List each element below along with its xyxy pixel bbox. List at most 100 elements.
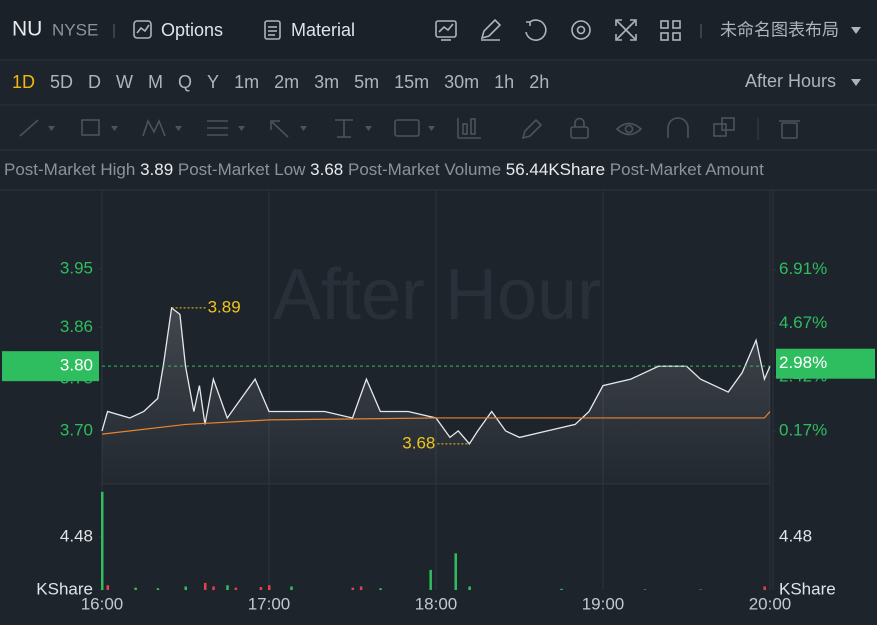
drawing-tools (19, 117, 800, 140)
delete-tool[interactable] (779, 120, 800, 139)
volume-tick-label: 4.48 (60, 526, 93, 545)
rect-tool[interactable] (81, 119, 118, 136)
indicator-icon[interactable] (435, 20, 457, 41)
visibility-tool[interactable] (615, 122, 643, 136)
settings-icon[interactable] (571, 20, 591, 40)
volume-bar (234, 587, 238, 590)
y2-tick-label: 0.17% (779, 420, 827, 439)
last-price-box (2, 351, 99, 382)
x-tick-label: 17:00 (248, 594, 291, 613)
chart-area: After Hour 16:00 17:00 18:00 19:00 20:00 3.95 3… (2, 190, 875, 613)
watermark: After Hour (273, 255, 601, 335)
options-button[interactable]: Options (161, 20, 223, 40)
volume-bar (359, 586, 363, 590)
volume-bar (203, 582, 207, 590)
last-change-box (776, 348, 875, 379)
clone-tool[interactable] (713, 117, 735, 137)
text-tool[interactable] (394, 119, 435, 137)
average-line (101, 411, 771, 435)
draw-icon[interactable] (480, 18, 502, 41)
x-tick-label: 18:00 (415, 594, 458, 613)
exchange: NYSE (52, 20, 98, 39)
stat-label: Post-Market Volume (348, 160, 501, 179)
interval-bar: 1D 5D D W M Q Y 1m 2m 3m 5m 15m 30m 1h 2h (12, 72, 549, 92)
position-tool[interactable] (457, 118, 481, 139)
price-area (102, 307, 770, 484)
last-change-label: 2.98% (779, 353, 827, 372)
layout-name[interactable]: 未命名图表布局 (720, 20, 839, 39)
session-selector[interactable]: After Hours (745, 71, 836, 91)
pen-tool[interactable] (521, 118, 543, 140)
stat-label: Post-Market Low (178, 160, 306, 179)
volume-bar (226, 585, 229, 590)
fullscreen-icon[interactable] (615, 19, 637, 41)
reset-icon[interactable] (525, 19, 547, 41)
low-label: 3.68 (402, 433, 435, 452)
interval-option[interactable]: 30m (444, 72, 479, 92)
last-price-label: 3.80 (60, 356, 93, 375)
interval-option[interactable]: 5D (50, 72, 73, 92)
interval-option[interactable]: D (88, 72, 101, 92)
volume-bar (106, 585, 110, 590)
x-tick-label: 16:00 (81, 594, 124, 613)
interval-option[interactable]: Q (178, 72, 192, 92)
volume-bar (156, 588, 160, 590)
symbol[interactable]: NU (12, 18, 42, 41)
trendline-tool[interactable] (19, 119, 55, 137)
price-line (101, 306, 771, 445)
material-icon[interactable] (264, 20, 281, 40)
lock-tool[interactable] (570, 117, 589, 139)
stat-label: Post-Market Amount (610, 160, 764, 179)
volume-bar (134, 587, 137, 590)
interval-option[interactable]: 1m (234, 72, 259, 92)
magnet-tool[interactable] (667, 117, 689, 138)
volume-bar (212, 586, 215, 590)
options-icon[interactable] (133, 20, 152, 39)
volume-bar (454, 553, 457, 590)
volume-bar (643, 589, 647, 590)
layout-icon[interactable] (660, 20, 681, 41)
interval-option[interactable]: M (148, 72, 163, 92)
material-button[interactable]: Material (291, 20, 355, 40)
pattern-tool[interactable] (142, 118, 182, 137)
y-tick-label: 3.70 (60, 420, 93, 439)
interval-option[interactable]: 3m (314, 72, 339, 92)
stat-value: 3.89 (140, 160, 173, 179)
dropdown-arrow[interactable] (851, 79, 861, 86)
volume-bar (351, 587, 354, 590)
y2-tick-label: 4.67% (779, 313, 827, 332)
interval-option[interactable]: 5m (354, 72, 379, 92)
interval-option[interactable]: 2h (529, 72, 549, 92)
y-tick-label: 3.95 (60, 259, 93, 278)
interval-option[interactable]: 2m (274, 72, 299, 92)
x-tick-label: 19:00 (582, 594, 625, 613)
post-market-stats: Post-Market High 3.89 Post-Market Low 3.… (4, 160, 764, 179)
interval-option[interactable]: W (116, 72, 133, 92)
volume-tick-label: KShare (36, 579, 93, 598)
volume-bar (259, 587, 263, 590)
y-tick-label: 3.86 (60, 317, 93, 336)
interval-option[interactable]: Y (207, 72, 219, 92)
interval-option[interactable]: 15m (394, 72, 429, 92)
volume-bar (379, 588, 382, 590)
stat-value: 56.44KShare (506, 160, 605, 179)
fib-tool[interactable] (207, 120, 245, 136)
stat-value: 3.68 (310, 160, 343, 179)
volume-bar (184, 586, 187, 590)
volume-bar (699, 589, 702, 590)
volume-bar (290, 586, 293, 590)
stat-label: Post-Market High (4, 160, 135, 179)
interval-option[interactable]: 1D (12, 72, 35, 92)
arrow-tool[interactable] (270, 120, 307, 138)
volume-bar (268, 585, 271, 590)
volume-bar (468, 586, 471, 590)
volume-bar (101, 491, 104, 590)
x-tick-label: 20:00 (749, 594, 792, 613)
dropdown-arrow[interactable] (851, 27, 861, 34)
volume-bar (560, 588, 563, 590)
high-label: 3.89 (208, 297, 241, 316)
interval-option[interactable]: 1h (494, 72, 514, 92)
measure-tool[interactable] (335, 119, 372, 138)
